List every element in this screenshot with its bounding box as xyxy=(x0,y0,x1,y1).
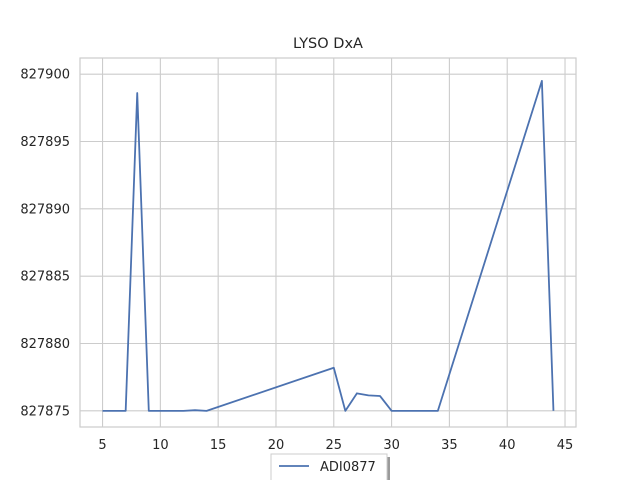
chart-title: LYSO DxA xyxy=(293,36,363,52)
x-tick-label: 30 xyxy=(383,438,400,453)
x-tick-label: 25 xyxy=(326,438,343,453)
x-tick-label: 15 xyxy=(210,438,227,453)
y-axis-ticks: 827875 827880 827885 827890 827895 827900 xyxy=(20,68,70,420)
legend-label: ADI0877 xyxy=(320,460,376,475)
legend-box xyxy=(270,453,388,480)
series-line-adi0877 xyxy=(102,79,555,412)
plot-area xyxy=(79,57,577,428)
x-axis-ticks: 5 10 15 20 25 30 35 40 45 xyxy=(98,438,573,453)
series-lines xyxy=(102,79,555,412)
x-tick-label: 45 xyxy=(557,438,574,453)
legend: ADI0877 xyxy=(270,453,390,480)
y-tick-label: 827890 xyxy=(20,202,70,217)
grid-lines xyxy=(80,58,576,427)
y-tick-label: 827900 xyxy=(20,68,70,83)
x-tick-label: 40 xyxy=(499,438,516,453)
x-tick-label: 10 xyxy=(152,438,169,453)
y-tick-label: 827875 xyxy=(20,404,70,419)
y-tick-label: 827885 xyxy=(20,270,70,285)
x-tick-label: 20 xyxy=(268,438,285,453)
x-tick-label: 5 xyxy=(98,438,106,453)
y-tick-label: 827895 xyxy=(20,135,70,150)
x-tick-label: 35 xyxy=(441,438,458,453)
y-tick-label: 827880 xyxy=(20,337,70,352)
